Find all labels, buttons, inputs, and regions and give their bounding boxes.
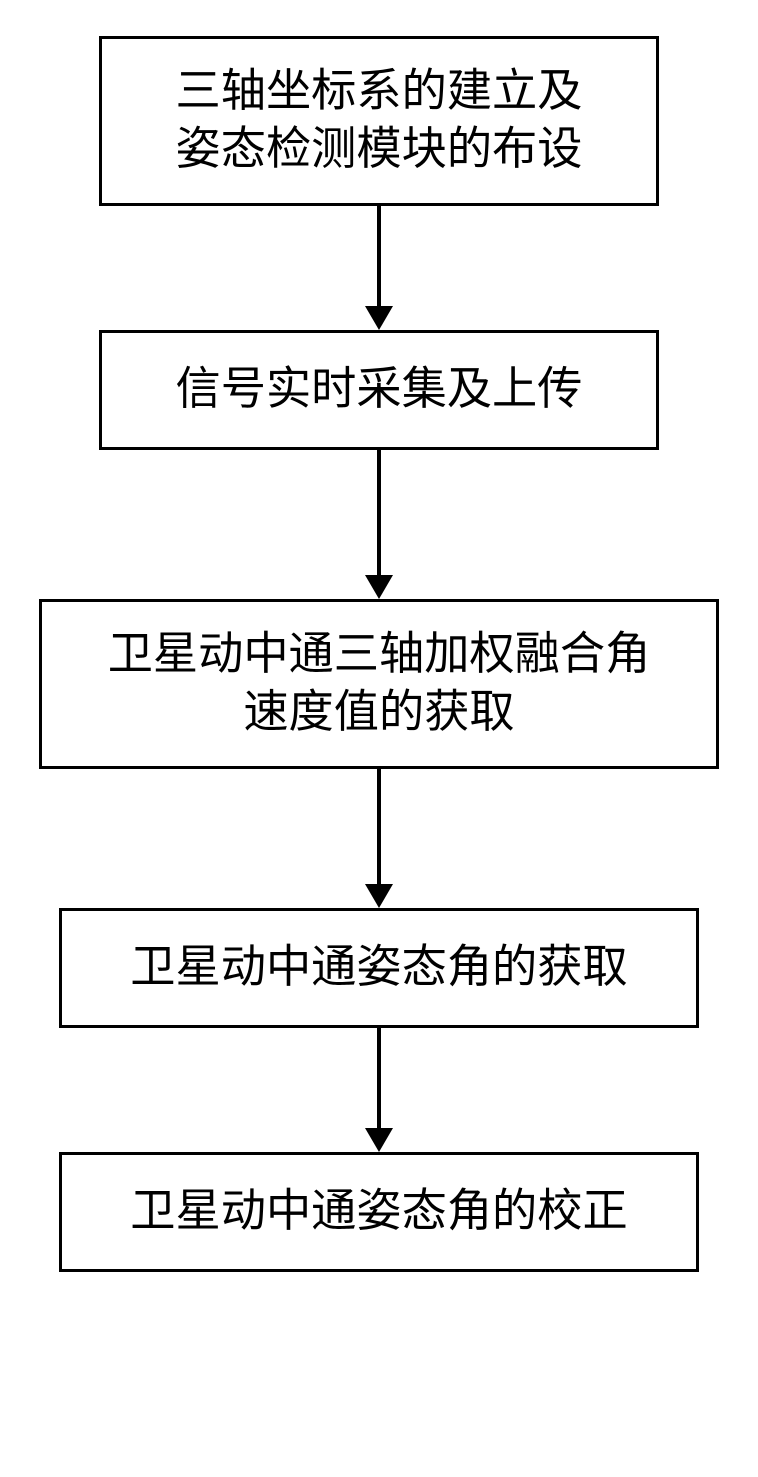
- flowchart-container: 三轴坐标系的建立及姿态检测模块的布设信号实时采集及上传卫星动中通三轴加权融合角速…: [0, 0, 758, 1272]
- flowchart-node-n1: 三轴坐标系的建立及姿态检测模块的布设: [99, 36, 659, 206]
- flowchart-node-n3: 卫星动中通三轴加权融合角速度值的获取: [39, 599, 719, 769]
- flowchart-node-n4: 卫星动中通姿态角的获取: [59, 908, 699, 1028]
- flowchart-node-text: 信号实时采集及上传: [176, 361, 583, 419]
- flowchart-node-text: 卫星动中通姿态角的校正: [130, 1183, 627, 1241]
- flowchart-node-n2: 信号实时采集及上传: [99, 330, 659, 450]
- arrow-shaft: [377, 206, 381, 306]
- arrow-head-icon: [365, 575, 393, 599]
- flowchart-node-text: 三轴坐标系的建立及姿态检测模块的布设: [176, 63, 583, 179]
- arrow-head-icon: [365, 306, 393, 330]
- flowchart-arrow-n1-n2: [365, 206, 393, 330]
- flowchart-arrow-n3-n4: [365, 769, 393, 908]
- flowchart-arrow-n4-n5: [365, 1028, 393, 1152]
- flowchart-node-text: 卫星动中通三轴加权融合角速度值的获取: [108, 626, 651, 742]
- flowchart-node-text: 卫星动中通姿态角的获取: [130, 939, 627, 997]
- flowchart-arrow-n2-n3: [365, 450, 393, 599]
- arrow-shaft: [377, 769, 381, 884]
- arrow-shaft: [377, 450, 381, 575]
- arrow-head-icon: [365, 884, 393, 908]
- arrow-head-icon: [365, 1128, 393, 1152]
- arrow-shaft: [377, 1028, 381, 1128]
- flowchart-node-n5: 卫星动中通姿态角的校正: [59, 1152, 699, 1272]
